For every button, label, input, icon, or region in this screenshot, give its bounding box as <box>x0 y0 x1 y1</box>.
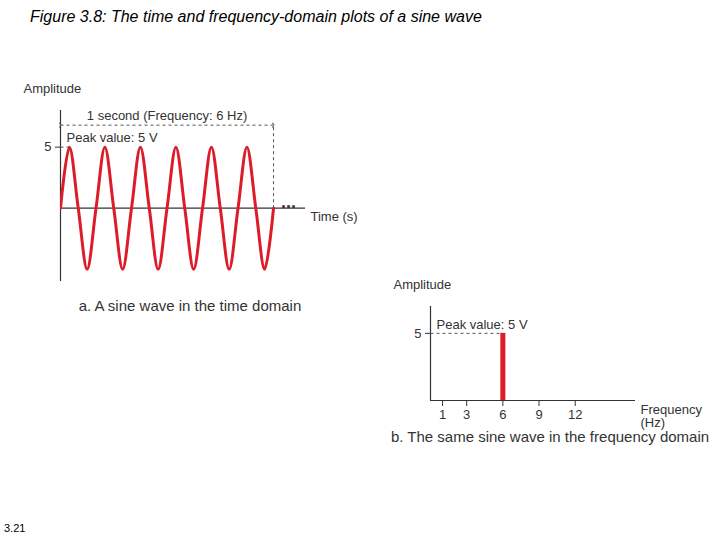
svg-text:1: 1 <box>439 407 446 422</box>
svg-text:1 second (Frequency: 6 Hz): 1 second (Frequency: 6 Hz) <box>87 108 247 123</box>
svg-text:Frequency(Hz): Frequency(Hz) <box>641 402 703 430</box>
html-text:b. The same sine wave in the f: b. The same sine wave in the frequency d… <box>390 428 710 445</box>
svg-text:6: 6 <box>499 407 506 422</box>
html-text:3.21: 3.21 <box>4 522 26 534</box>
svg-text:5: 5 <box>414 326 421 341</box>
svg-text:...: ... <box>281 192 296 212</box>
svg-text:9: 9 <box>535 407 542 422</box>
svg-text:Amplitude: Amplitude <box>394 277 452 292</box>
svg-text:Amplitude: Amplitude <box>24 81 82 96</box>
svg-text:12: 12 <box>568 407 582 422</box>
svg-text:5: 5 <box>44 139 51 154</box>
svg-text:Peak value: 5 V: Peak value: 5 V <box>437 317 528 332</box>
svg-text:Peak value: 5 V: Peak value: 5 V <box>67 130 158 145</box>
html-text:Figure 3.8: The time and frequ: Figure 3.8: The time and frequency-domai… <box>30 8 482 25</box>
html-text:a. A sine wave in the time dom: a. A sine wave in the time domain <box>78 297 302 314</box>
svg-text:3: 3 <box>463 407 470 422</box>
svg-text:Time (s): Time (s) <box>311 209 358 224</box>
